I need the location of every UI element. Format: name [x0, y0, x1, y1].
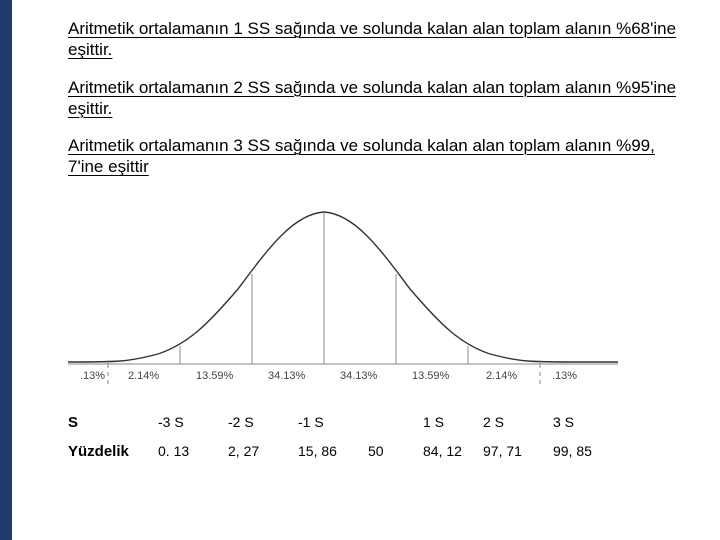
table-row: S -3 S -2 S -1 S 1 S 2 S 3 S	[68, 414, 690, 431]
zone-pct-1: 2.14%	[128, 370, 159, 382]
zone-pct-4: 34.13%	[340, 370, 378, 382]
paragraph-1ss: Aritmetik ortalamanın 1 SS sağında ve so…	[68, 18, 690, 61]
cell-s-p1: 1 S	[423, 414, 483, 430]
table-row: Yüzdelik 0. 13 2, 27 15, 86 50 84, 12 97…	[68, 443, 690, 460]
cell-s-n2: -2 S	[228, 414, 298, 430]
zone-pct-7: .13%	[552, 370, 577, 382]
cell-y-n3: 0. 13	[158, 443, 228, 459]
slide-page: Aritmetik ortalamanın 1 SS sağında ve so…	[0, 0, 720, 540]
zone-pct-2: 13.59%	[196, 370, 234, 382]
cell-s-p3: 3 S	[553, 414, 623, 430]
zone-pct-3: 34.13%	[268, 370, 306, 382]
bell-curve-chart: .13% 2.14% 13.59% 34.13% 34.13% 13.59% 2…	[58, 194, 628, 404]
cell-y-n2: 2, 27	[228, 443, 298, 459]
bell-curve-path	[68, 212, 618, 362]
zone-pct-0: .13%	[80, 370, 105, 382]
cell-y-p3: 99, 85	[553, 443, 623, 459]
row-label-s: S	[68, 414, 158, 431]
paragraph-2ss: Aritmetik ortalamanın 2 SS sağında ve so…	[68, 77, 690, 120]
row-label-yuz: Yüzdelik	[68, 443, 158, 460]
percentile-table: S -3 S -2 S -1 S 1 S 2 S 3 S Yüzdelik 0.…	[68, 414, 690, 460]
zone-pct-5: 13.59%	[412, 370, 450, 382]
bell-curve-svg: .13% 2.14% 13.59% 34.13% 34.13% 13.59% 2…	[58, 194, 628, 404]
cell-s-p2: 2 S	[483, 414, 553, 430]
cell-y-p2: 97, 71	[483, 443, 553, 459]
cell-s-n1: -1 S	[298, 414, 368, 430]
zone-pct-6: 2.14%	[486, 370, 517, 382]
cell-y-p1: 84, 12	[423, 443, 483, 459]
paragraph-3ss: Aritmetik ortalamanın 3 SS sağında ve so…	[68, 135, 690, 178]
cell-y-n1: 15, 86	[298, 443, 368, 459]
cell-s-n3: -3 S	[158, 414, 228, 430]
cell-y-0: 50	[368, 443, 423, 459]
